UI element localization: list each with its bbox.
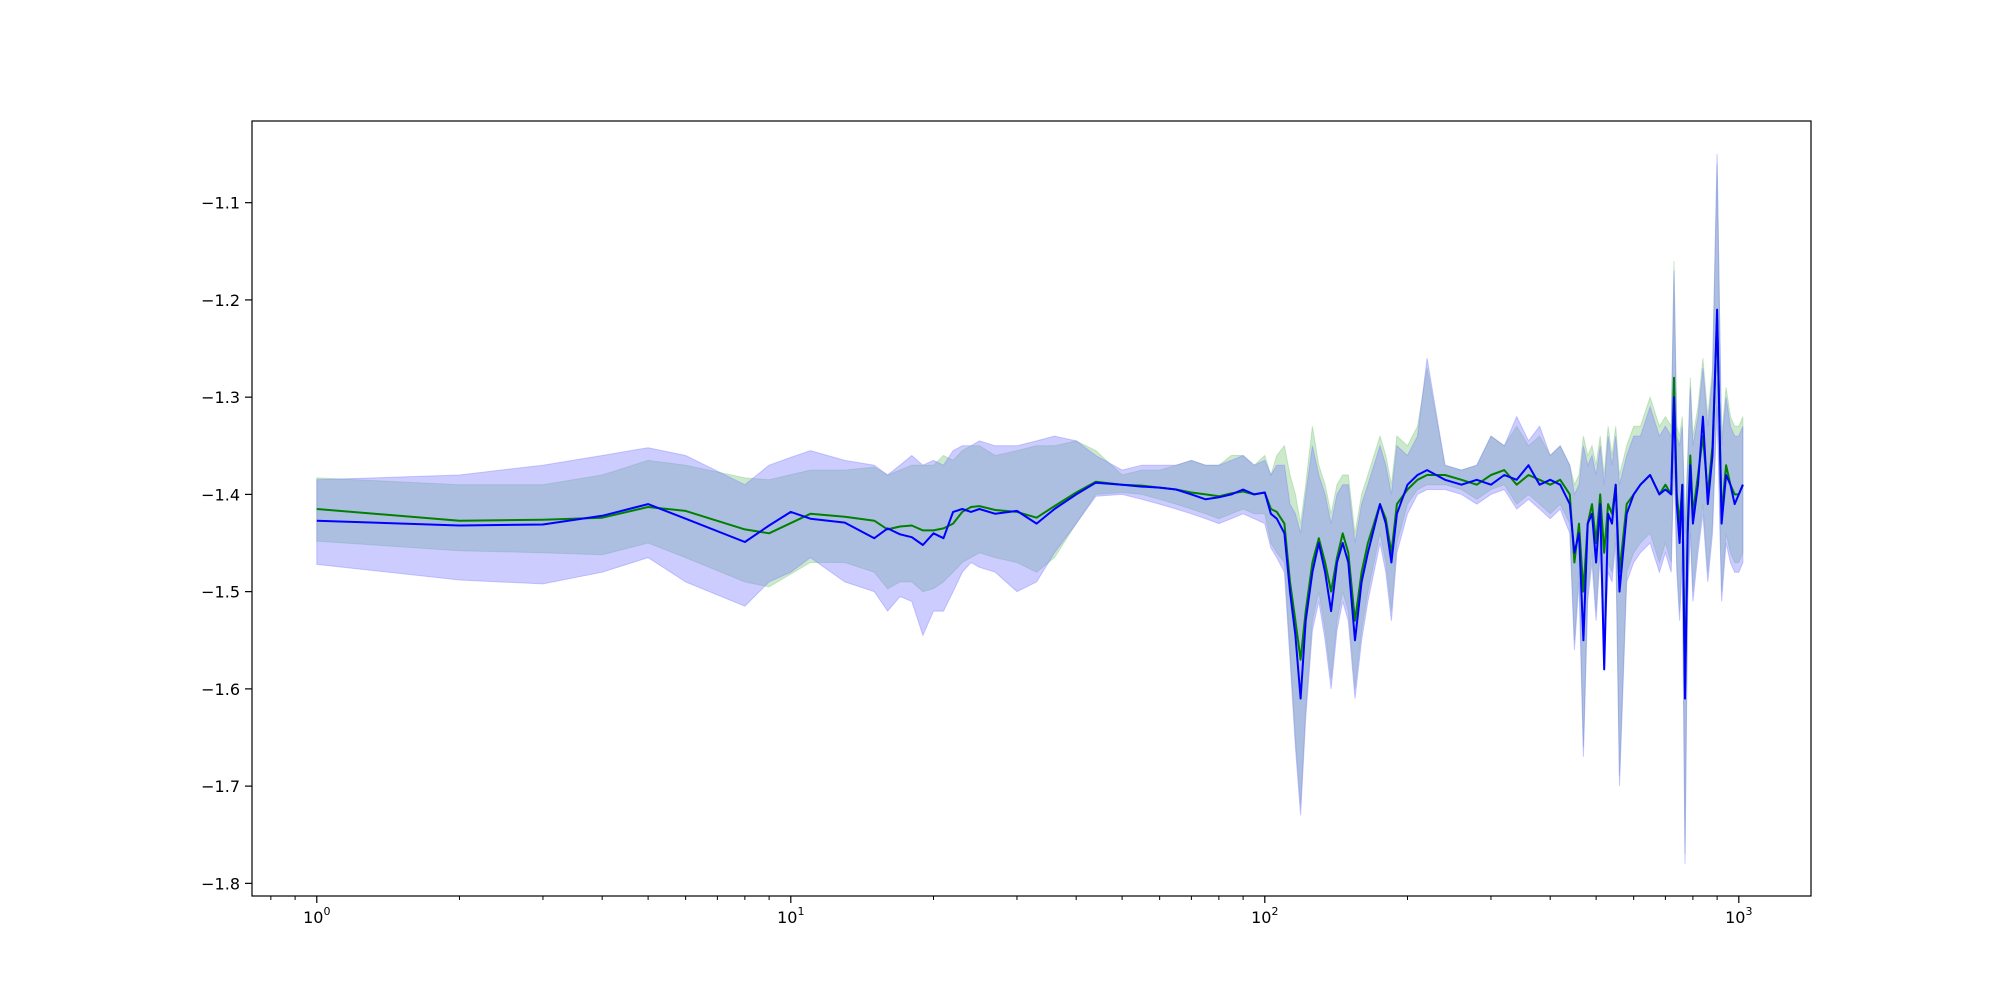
y-axis: −1.1 −1.2 −1.3 −1.4 −1.5 −1.6 −1.7 −1.8	[201, 194, 252, 893]
x-tick-label: 100	[303, 905, 330, 927]
x-axis: 100 101 102 103	[270, 896, 1752, 927]
series-2-line	[316, 308, 1744, 700]
x-tick-label-exponent: 0	[323, 905, 330, 918]
y-tick-label: −1.3	[201, 388, 240, 407]
plot-frame	[251, 120, 1812, 897]
x-tick-label-exponent: 3	[1745, 905, 1752, 918]
series-1-band	[316, 163, 1744, 855]
x-tick-label: 101	[777, 905, 804, 927]
y-tick-label: −1.7	[201, 777, 240, 796]
y-tick-label: −1.1	[201, 194, 240, 213]
y-tick-label: −1.5	[201, 583, 240, 602]
x-tick-label-base: 10	[1725, 908, 1745, 927]
confidence-bands	[316, 154, 1744, 864]
x-tick-label-exponent: 2	[1271, 905, 1278, 918]
y-tick-label: −1.4	[201, 485, 240, 504]
x-tick-label-base: 10	[1251, 908, 1271, 927]
y-tick-label: −1.8	[201, 874, 240, 893]
y-tick-label: −1.6	[201, 680, 240, 699]
x-tick-label-base: 10	[777, 908, 797, 927]
series-lines	[316, 308, 1744, 700]
y-tick-label: −1.2	[201, 291, 240, 310]
series-2-band	[316, 154, 1744, 864]
x-tick-label-exponent: 1	[797, 905, 804, 918]
x-tick-label: 102	[1251, 905, 1278, 927]
x-tick-label-base: 10	[303, 908, 323, 927]
x-tick-label: 103	[1725, 905, 1752, 927]
